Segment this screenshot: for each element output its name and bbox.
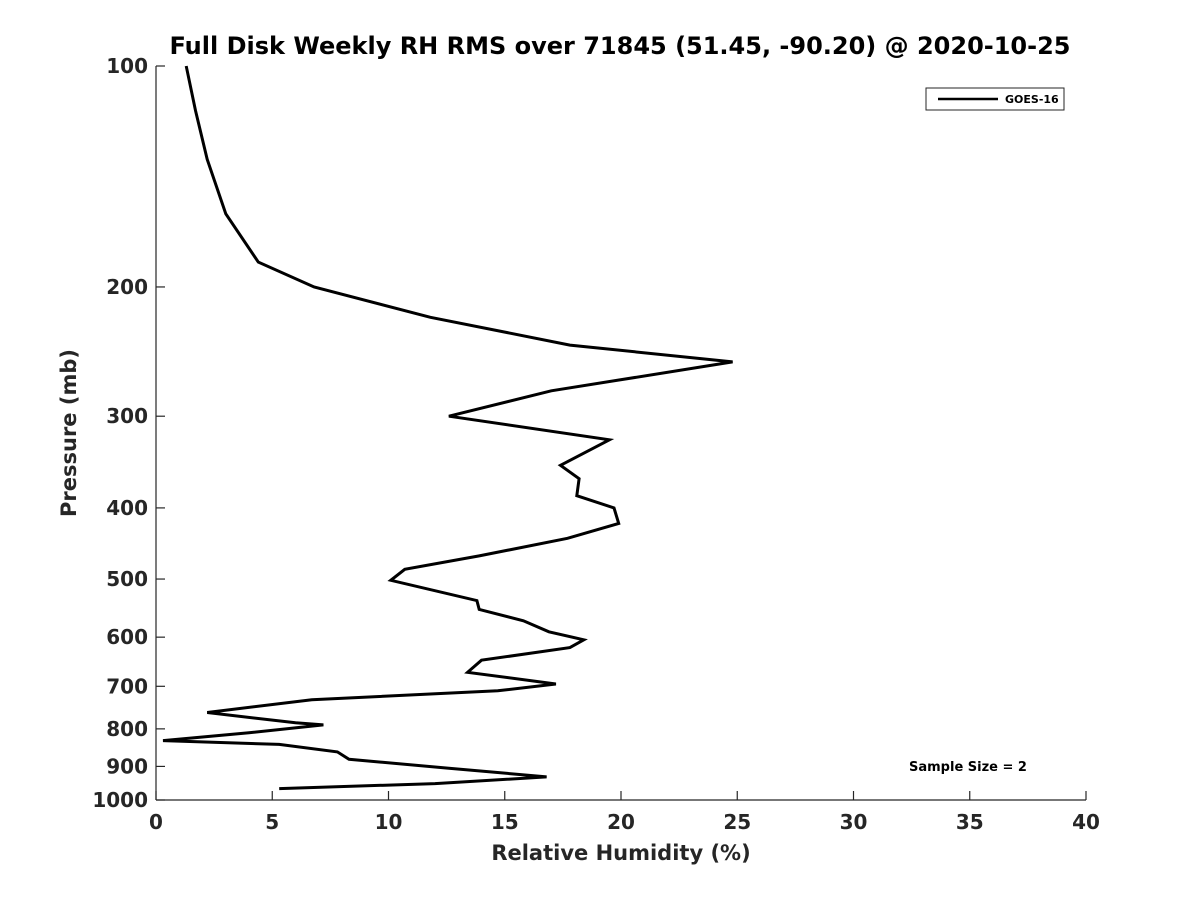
chart-title: Full Disk Weekly RH RMS over 71845 (51.4… <box>169 32 1070 60</box>
x-tick-label: 5 <box>265 810 279 834</box>
x-axis-label: Relative Humidity (%) <box>491 841 750 865</box>
x-ticks: 0 5 10 15 20 25 30 35 40 <box>149 791 1100 834</box>
series-line-goes-16 <box>162 65 733 791</box>
y-tick-label: 800 <box>106 717 148 741</box>
plot-area: 0 5 10 15 20 25 30 35 40 100 200 300 400 500 600 700 80… <box>92 54 1100 834</box>
y-tick-label: 400 <box>106 496 148 520</box>
y-tick-label: 500 <box>106 567 148 591</box>
legend: GOES-16 <box>925 87 1065 111</box>
series-layer <box>162 65 733 791</box>
sample-size-annotation: Sample Size = 2 <box>909 760 1027 775</box>
y-tick-label: 900 <box>106 754 148 778</box>
legend-label-goes-16: GOES-16 <box>1005 93 1059 106</box>
x-tick-label: 40 <box>1072 810 1100 834</box>
y-tick-label: 600 <box>106 625 148 649</box>
y-axis-label: Pressure (mb) <box>57 349 81 517</box>
y-tick-label: 700 <box>106 674 148 698</box>
x-tick-label: 10 <box>375 810 403 834</box>
y-tick-label: 300 <box>106 404 148 428</box>
x-tick-label: 20 <box>607 810 635 834</box>
y-ticks: 100 200 300 400 500 600 700 800 900 1000 <box>92 54 165 812</box>
x-tick-label: 0 <box>149 810 163 834</box>
y-tick-label: 100 <box>106 54 148 78</box>
x-tick-label: 15 <box>491 810 519 834</box>
x-tick-label: 35 <box>956 810 984 834</box>
x-tick-label: 30 <box>840 810 868 834</box>
x-tick-label: 25 <box>723 810 751 834</box>
y-tick-label: 1000 <box>92 788 148 812</box>
y-tick-label: 200 <box>106 275 148 299</box>
